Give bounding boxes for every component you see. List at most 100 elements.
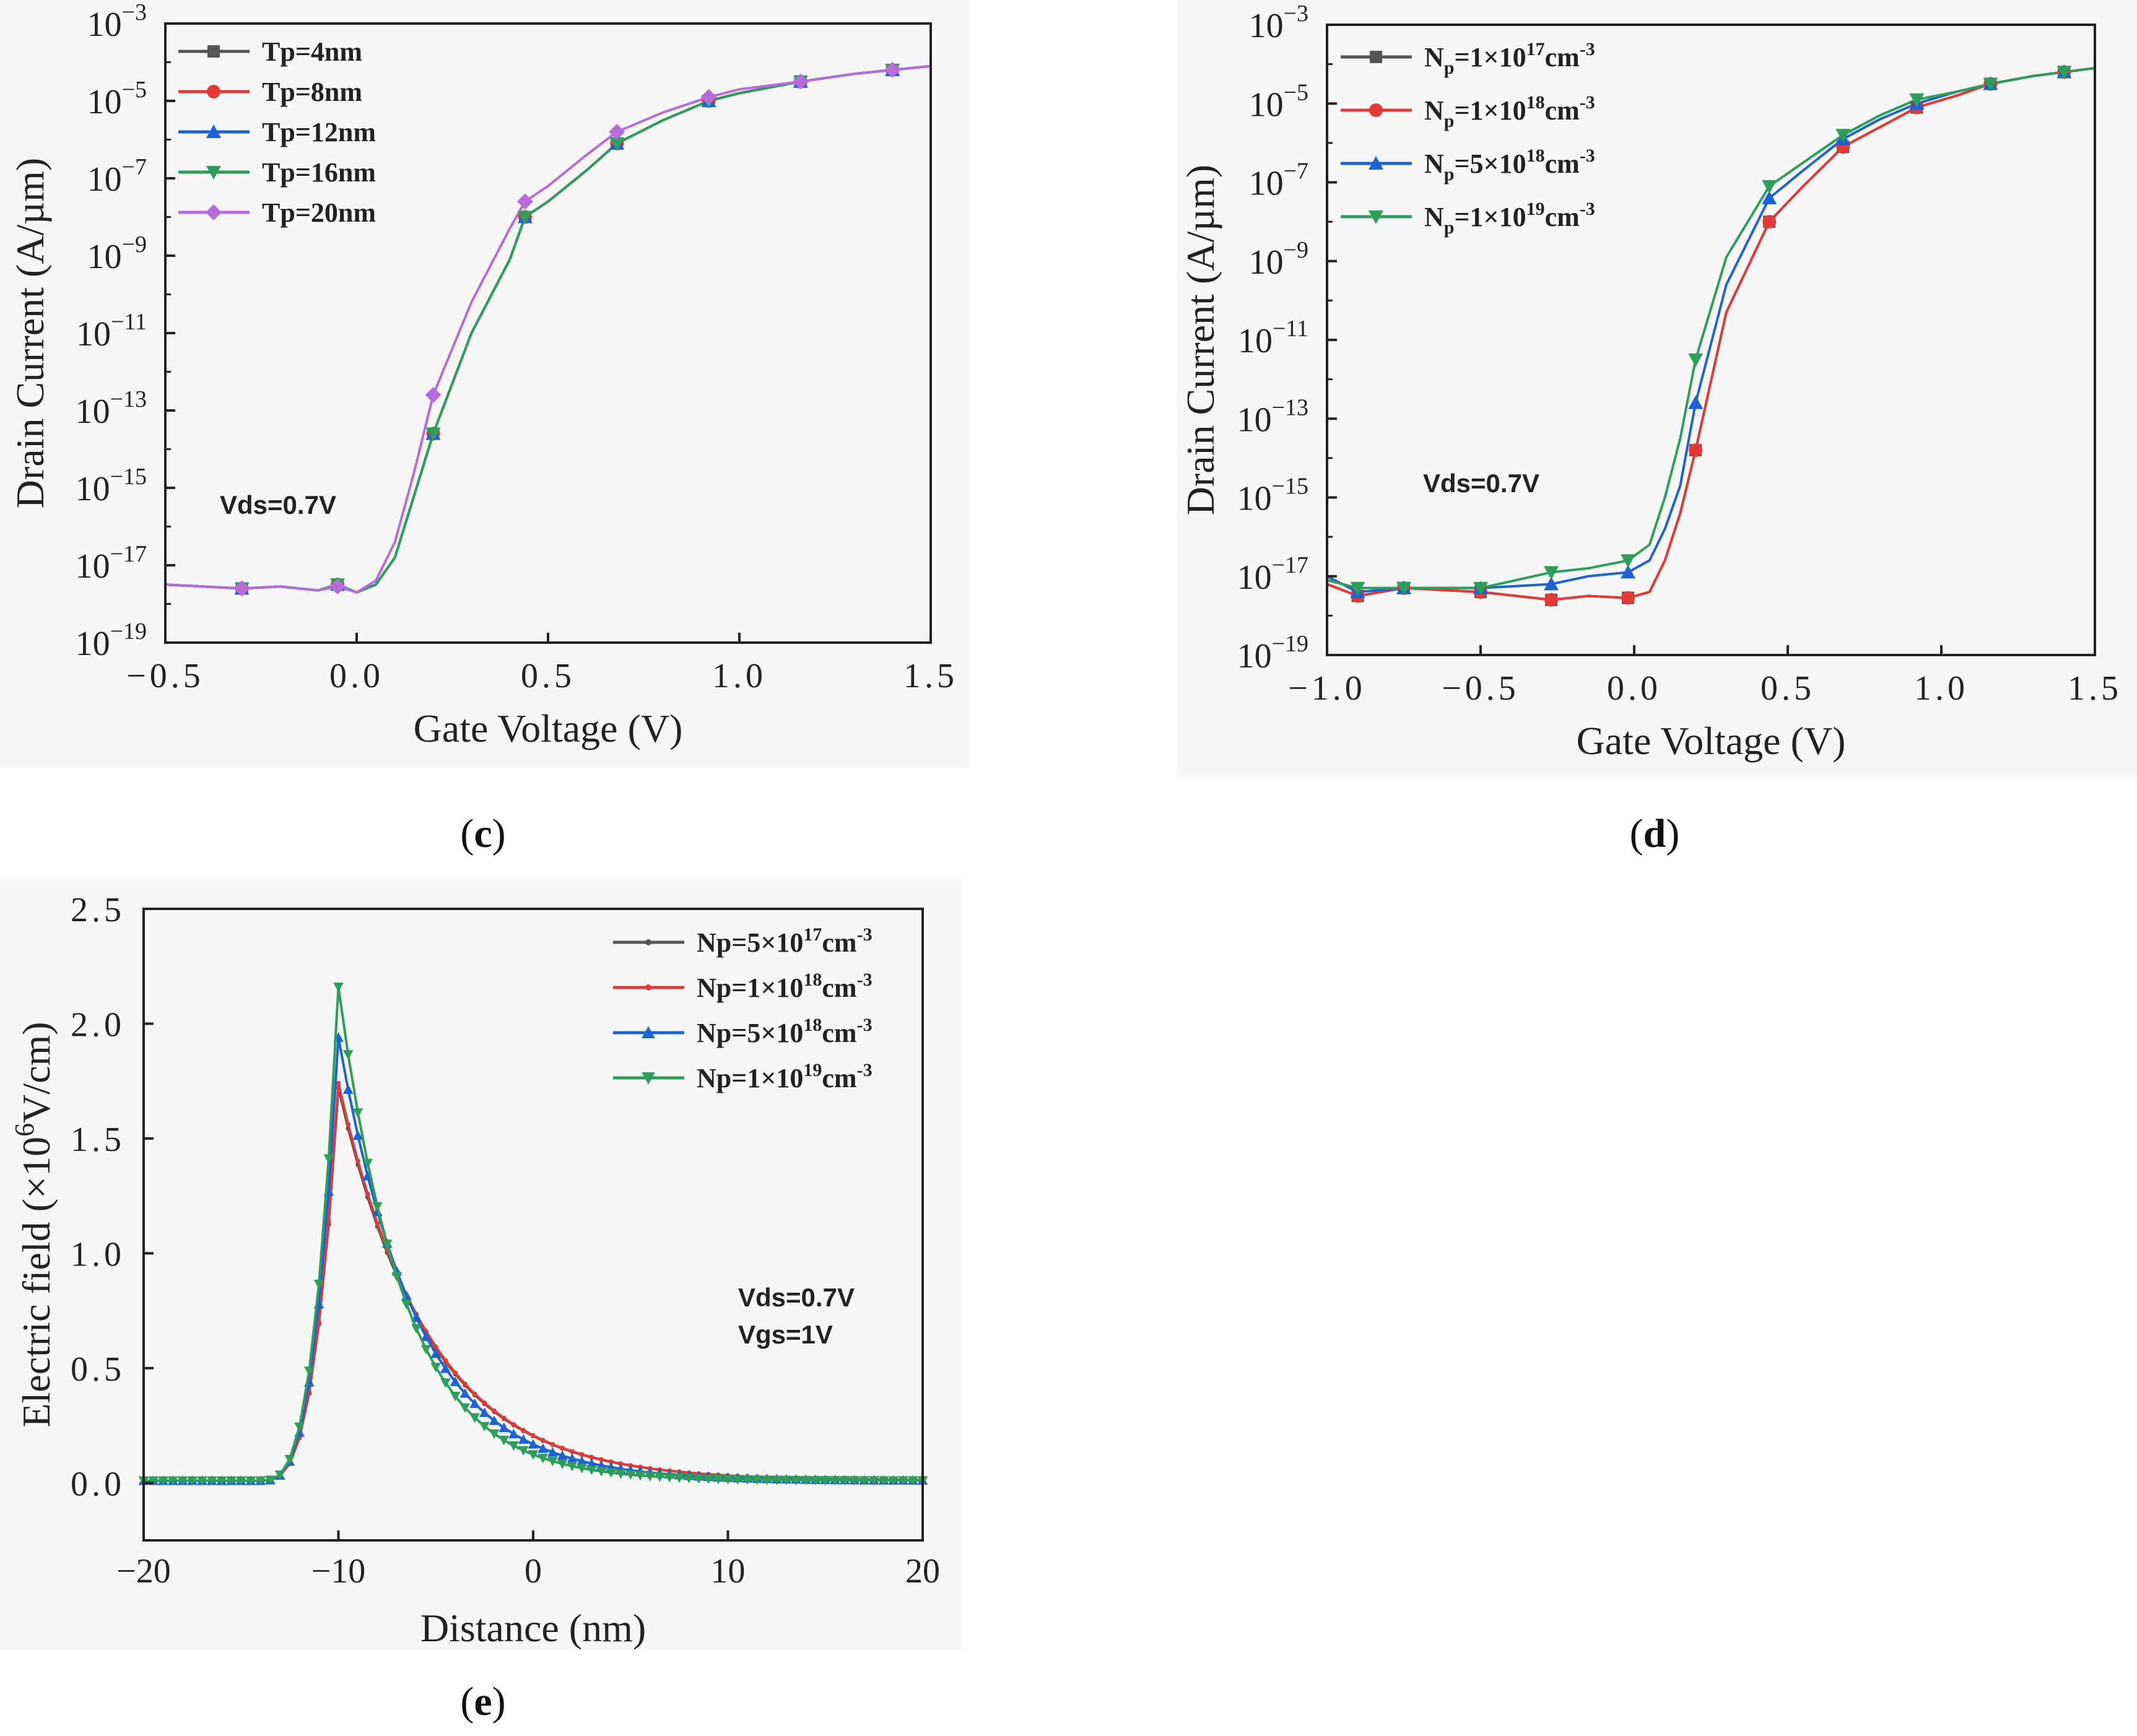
series-3-point: [2056, 66, 2072, 80]
series-3-point: [713, 1474, 724, 1485]
series-3-point: [489, 1429, 500, 1439]
series-3-point: [187, 1476, 198, 1486]
series-3-point: [196, 1476, 207, 1486]
series-3-point: [158, 1476, 168, 1486]
series-3-point: [577, 1464, 588, 1473]
legend-label: Tp=20nm: [262, 197, 376, 228]
series-3-point: [674, 1473, 685, 1483]
series-4-point: [792, 73, 809, 90]
series-1-point: [599, 1457, 604, 1462]
series-3-point: [255, 1476, 266, 1486]
series-1-point: [1621, 591, 1635, 605]
y-tick-label: 10−19: [1237, 631, 1308, 675]
series-3-point: [907, 1476, 918, 1486]
series-3-point: [274, 1470, 285, 1480]
series-3-point: [723, 1475, 733, 1485]
series-line-1: [1326, 67, 2096, 601]
x-tick-label: 0.0: [329, 657, 384, 695]
series-2-point: [450, 1376, 461, 1386]
y-tick-label: 10−9: [1249, 237, 1308, 282]
series-3-point: [586, 1465, 597, 1475]
y-tick-label: 10−3: [1249, 1, 1308, 45]
x-tick-label: 1.0: [1914, 669, 1969, 708]
series-2-point: [498, 1422, 510, 1433]
y-tick-label: 10−13: [1237, 394, 1308, 439]
y-tick-label: 10−3: [87, 0, 147, 44]
legend-marker: [1369, 103, 1383, 117]
y-tick-label: 1.5: [71, 1121, 125, 1159]
series-1-point: [570, 1449, 575, 1454]
legend-marker: [642, 1072, 655, 1085]
series-4-point: [329, 578, 346, 595]
series-4-point: [425, 387, 442, 403]
x-tick-label: −0.5: [126, 657, 204, 695]
series-3-point: [342, 1050, 354, 1060]
chart-c: −0.5 0.0 0.5 1.0 1.5 10−19 10−17 10−15 10−13 10−1…: [8, 0, 954, 856]
y-axis-title: Electric field (×106V/cm): [9, 1022, 58, 1427]
panel-label: (e): [460, 1679, 505, 1724]
series-3-point: [518, 1446, 529, 1456]
series-3-point: [664, 1473, 675, 1483]
series-3-point: [703, 1474, 714, 1484]
series-3-point: [167, 1476, 178, 1486]
series-2-point: [430, 1348, 442, 1358]
legend-label: Tp=4nm: [262, 37, 362, 67]
series-3-point: [362, 1158, 373, 1168]
series-3-point: [528, 1450, 539, 1460]
series-1-point: [1689, 443, 1703, 458]
series-3-point: [1762, 180, 1777, 194]
series-line-4: [165, 64, 931, 594]
series-3-point: [469, 1413, 481, 1423]
x-tick-label: 1.5: [2068, 669, 2122, 708]
series-3-point: [440, 1378, 451, 1388]
series-3-point: [781, 1475, 792, 1486]
series-3-point: [742, 1475, 753, 1485]
series-3-point: [800, 1475, 811, 1486]
series-1-point: [560, 1446, 565, 1451]
series-3-point: [235, 1476, 246, 1486]
x-tick-label: 0.0: [1607, 669, 1661, 708]
legend-label: Np=1×1019cm-3: [697, 1060, 873, 1093]
annotation: Vds=0.7V: [220, 490, 336, 519]
series-3-point: [596, 1467, 607, 1477]
series-3-point: [420, 1345, 432, 1355]
series-3-point: [771, 1475, 782, 1485]
series-3-point: [294, 1422, 305, 1433]
series-1-point: [433, 1344, 438, 1350]
series-1-point: [501, 1415, 507, 1421]
series-3-point: [216, 1476, 227, 1486]
series-4-point: [516, 193, 533, 210]
legend-marker: [207, 45, 220, 58]
series-2-point: [420, 1331, 432, 1342]
series-1-point: [521, 1428, 526, 1433]
y-tick-label: 10−15: [76, 464, 147, 508]
series-3-point: [206, 1476, 217, 1486]
series-1-point: [443, 1358, 448, 1363]
series-3-point: [372, 1202, 383, 1212]
chart-d: −1.0 −0.5 0.0 0.5 1.0 1.5 10−19 10−17 10−15 10−13…: [1178, 1, 2122, 856]
series-3-point: [352, 1108, 363, 1118]
series-3-point: [791, 1475, 801, 1486]
series-3-point: [684, 1473, 694, 1483]
series-3-point: [479, 1421, 490, 1432]
panel-e-background: [0, 879, 963, 1650]
series-2-point: [440, 1363, 451, 1373]
series-1-point: [326, 1219, 331, 1224]
series-3-point: [1835, 129, 1851, 143]
series-3-point: [538, 1454, 549, 1464]
series-3-point: [1396, 581, 1411, 596]
legend-label: Np=1×1018cm-3: [1424, 92, 1595, 131]
x-tick-label: 0.5: [1761, 669, 1815, 708]
y-tick-label: 10−15: [1237, 474, 1308, 518]
series-3-point: [820, 1476, 831, 1486]
x-tick-label: 1.0: [712, 657, 767, 695]
series-1-point: [336, 1081, 341, 1086]
series-2-point: [469, 1398, 481, 1408]
series-2-point: [557, 1450, 568, 1460]
x-tick-label: −0.5: [1442, 669, 1520, 708]
y-tick-label: 10−19: [76, 618, 147, 663]
series-2-point: [1544, 576, 1559, 591]
legend-marker: [206, 166, 221, 180]
x-tick-label: −10: [311, 1552, 366, 1591]
y-tick-label: 10−17: [76, 541, 147, 586]
